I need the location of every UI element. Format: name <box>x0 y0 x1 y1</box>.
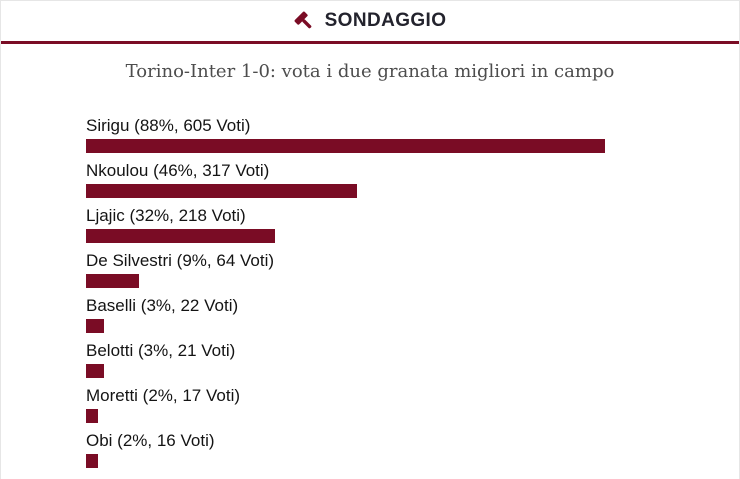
poll-widget-header: SONDAGGIO <box>1 1 739 44</box>
poll-bar-track <box>86 229 676 243</box>
poll-result-bar <box>86 139 606 153</box>
poll-bar-track <box>86 409 676 423</box>
poll-result-bar <box>86 229 275 243</box>
poll-result-bar <box>86 184 358 198</box>
poll-question: Torino-Inter 1-0: vota i due granata mig… <box>125 61 615 82</box>
poll-option-label: De Silvestri (9%, 64 Voti) <box>86 251 275 270</box>
poll-option-label: Moretti (2%, 17 Voti) <box>86 386 241 405</box>
poll-result-bar <box>86 319 104 333</box>
poll-bar-track <box>86 454 676 468</box>
poll-bar-track <box>86 184 676 198</box>
poll-option-label: Obi (2%, 16 Voti) <box>86 431 215 450</box>
poll-result-bar <box>86 274 140 288</box>
poll-option-label: Nkoulou (46%, 317 Voti) <box>86 161 270 180</box>
poll-option-row: Sirigu (88%, 605 Voti) <box>86 115 674 153</box>
poll-result-bar <box>86 409 98 423</box>
poll-option-row: De Silvestri (9%, 64 Voti) <box>86 250 674 288</box>
poll-bar-track <box>86 139 676 153</box>
poll-option-label: Ljajic (32%, 218 Voti) <box>86 206 246 225</box>
poll-option-row: Belotti (3%, 21 Voti) <box>86 340 674 378</box>
poll-option-row: Baselli (3%, 22 Voti) <box>86 295 674 333</box>
poll-option-row: Moretti (2%, 17 Voti) <box>86 385 674 423</box>
gavel-icon <box>294 11 311 28</box>
poll-option-label: Sirigu (88%, 605 Voti) <box>86 116 251 135</box>
poll-widget-title: SONDAGGIO <box>324 10 447 31</box>
poll-option-row: Nkoulou (46%, 317 Voti) <box>86 160 674 198</box>
poll-option-label: Belotti (3%, 21 Voti) <box>86 341 236 360</box>
poll-result-bar <box>86 454 98 468</box>
poll-option-label: Baselli (3%, 22 Voti) <box>86 296 239 315</box>
poll-result-bar <box>86 364 104 378</box>
poll-bar-track <box>86 274 676 288</box>
poll-results-list: Sirigu (88%, 605 Voti) Nkoulou (46%, 317 … <box>86 115 674 468</box>
poll-bar-track <box>86 364 676 378</box>
poll-option-row: Ljajic (32%, 218 Voti) <box>86 205 674 243</box>
poll-bar-track <box>86 319 676 333</box>
poll-option-row: Obi (2%, 16 Voti) <box>86 430 674 468</box>
